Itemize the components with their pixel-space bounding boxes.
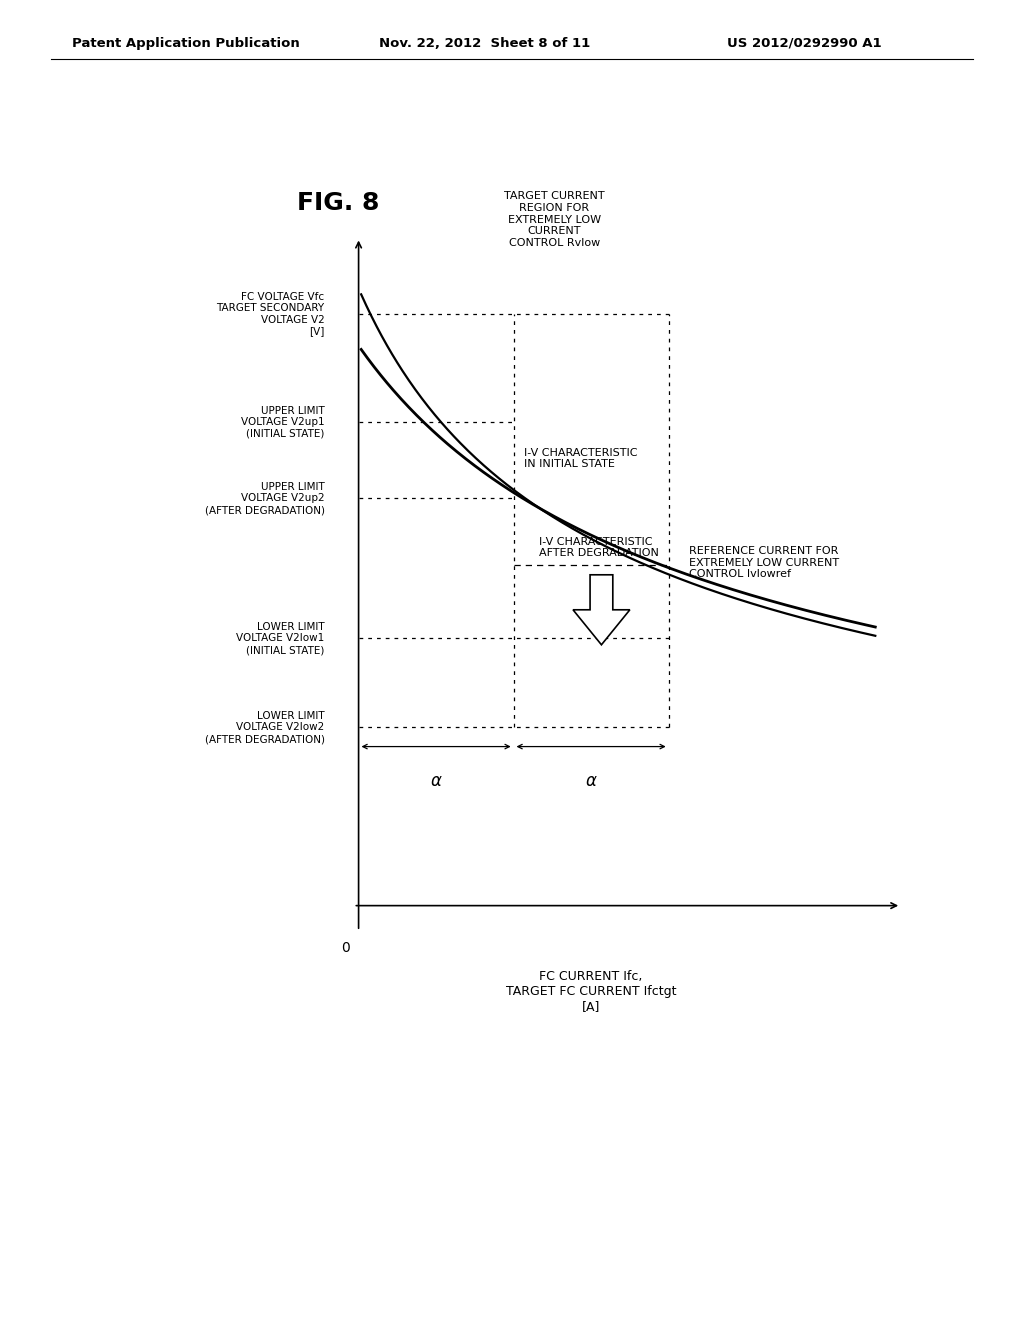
Polygon shape xyxy=(573,574,630,644)
Text: TARGET CURRENT
REGION FOR
EXTREMELY LOW
CURRENT
CONTROL Rvlow: TARGET CURRENT REGION FOR EXTREMELY LOW … xyxy=(504,191,605,248)
Text: FC CURRENT Ifc,
TARGET FC CURRENT Ifctgt
[A]: FC CURRENT Ifc, TARGET FC CURRENT Ifctgt… xyxy=(506,970,676,1014)
Text: UPPER LIMIT
VOLTAGE V2up2
(AFTER DEGRADATION): UPPER LIMIT VOLTAGE V2up2 (AFTER DEGRADA… xyxy=(205,482,325,515)
Text: REFERENCE CURRENT FOR
EXTREMELY LOW CURRENT
CONTROL Ivlowref: REFERENCE CURRENT FOR EXTREMELY LOW CURR… xyxy=(689,546,840,579)
Text: $\alpha$: $\alpha$ xyxy=(430,772,442,791)
Text: I-V CHARACTERISTIC
IN INITIAL STATE: I-V CHARACTERISTIC IN INITIAL STATE xyxy=(524,447,637,469)
Text: I-V CHARACTERISTIC
AFTER DEGRADATION: I-V CHARACTERISTIC AFTER DEGRADATION xyxy=(540,537,659,558)
Text: LOWER LIMIT
VOLTAGE V2low1
(INITIAL STATE): LOWER LIMIT VOLTAGE V2low1 (INITIAL STAT… xyxy=(237,622,325,655)
Text: LOWER LIMIT
VOLTAGE V2low2
(AFTER DEGRADATION): LOWER LIMIT VOLTAGE V2low2 (AFTER DEGRAD… xyxy=(205,711,325,744)
Text: US 2012/0292990 A1: US 2012/0292990 A1 xyxy=(727,37,882,50)
Text: $\alpha$: $\alpha$ xyxy=(585,772,597,791)
Text: UPPER LIMIT
VOLTAGE V2up1
(INITIAL STATE): UPPER LIMIT VOLTAGE V2up1 (INITIAL STATE… xyxy=(241,405,325,438)
Text: Patent Application Publication: Patent Application Publication xyxy=(72,37,299,50)
Text: FC VOLTAGE Vfc
TARGET SECONDARY
VOLTAGE V2
[V]: FC VOLTAGE Vfc TARGET SECONDARY VOLTAGE … xyxy=(216,292,325,337)
Text: FIG. 8: FIG. 8 xyxy=(297,191,379,215)
Text: Nov. 22, 2012  Sheet 8 of 11: Nov. 22, 2012 Sheet 8 of 11 xyxy=(379,37,590,50)
Text: 0: 0 xyxy=(341,941,350,954)
